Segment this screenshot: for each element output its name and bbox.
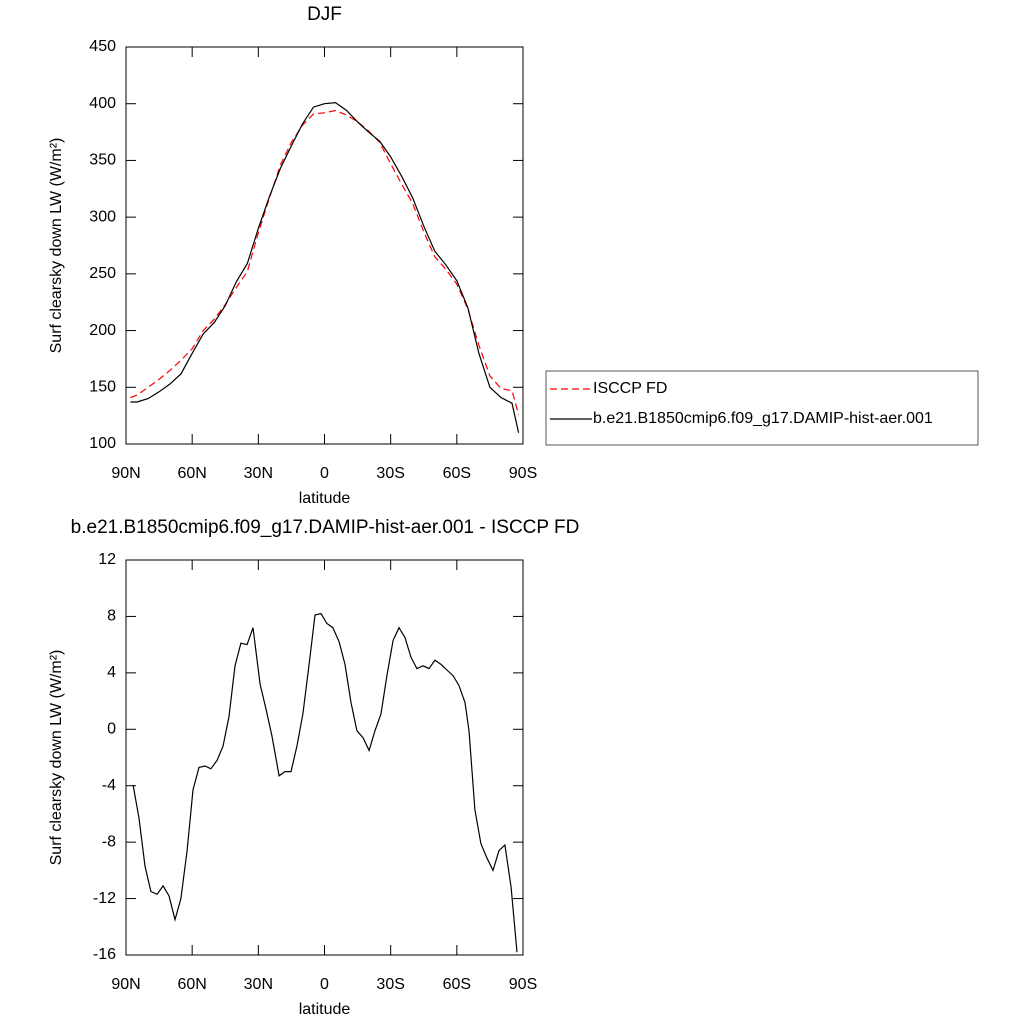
data-line <box>132 612 518 953</box>
legend-label: ISCCP FD <box>593 380 667 397</box>
y-tick-label: -4 <box>102 777 116 794</box>
y-tick-label: -12 <box>93 890 116 907</box>
y-tick-label: -8 <box>102 833 116 850</box>
x-tick-label: 0 <box>320 976 329 993</box>
y-tick-label: 200 <box>89 322 116 339</box>
data-line <box>130 101 520 433</box>
y-tick-label: 300 <box>89 208 116 225</box>
y-tick-label: -16 <box>93 946 116 963</box>
y-axis-label: Surf clearsky down LW (W/m²) <box>48 138 65 354</box>
x-tick-label: 30N <box>244 976 273 993</box>
y-tick-label: 400 <box>89 95 116 112</box>
plot-frame <box>125 559 524 956</box>
y-tick-label: 450 <box>89 38 116 55</box>
x-tick-label: 30S <box>376 976 404 993</box>
y-tick-label: 8 <box>107 608 116 625</box>
x-tick-label: 60N <box>177 465 206 482</box>
y-axis-label: Surf clearsky down LW (W/m²) <box>48 650 65 866</box>
y-tick-label: 100 <box>89 435 116 452</box>
y-tick-label: 12 <box>98 551 116 568</box>
x-tick-label: 60S <box>443 465 471 482</box>
x-tick-label: 90N <box>111 976 140 993</box>
x-axis-label: latitude <box>299 490 351 507</box>
chart-title: b.e21.B1850cmip6.f09_g17.DAMIP-hist-aer.… <box>71 517 580 538</box>
x-tick-label: 60N <box>177 976 206 993</box>
data-line <box>130 109 520 415</box>
y-tick-label: 350 <box>89 152 116 169</box>
x-tick-label: 90N <box>111 465 140 482</box>
x-tick-label: 30N <box>244 465 273 482</box>
legend-label: b.e21.B1850cmip6.f09_g17.DAMIP-hist-aer.… <box>593 410 933 427</box>
legend-box <box>545 370 979 446</box>
x-axis-label: latitude <box>299 1001 351 1018</box>
y-tick-label: 0 <box>107 721 116 738</box>
x-tick-label: 0 <box>320 465 329 482</box>
x-tick-label: 90S <box>509 976 537 993</box>
y-tick-label: 250 <box>89 265 116 282</box>
y-tick-label: 4 <box>107 664 116 681</box>
plot-frame <box>125 46 524 445</box>
x-tick-label: 30S <box>376 465 404 482</box>
y-tick-label: 150 <box>89 379 116 396</box>
x-tick-label: 60S <box>443 976 471 993</box>
x-tick-label: 90S <box>509 465 537 482</box>
chart-title: DJF <box>307 4 342 25</box>
